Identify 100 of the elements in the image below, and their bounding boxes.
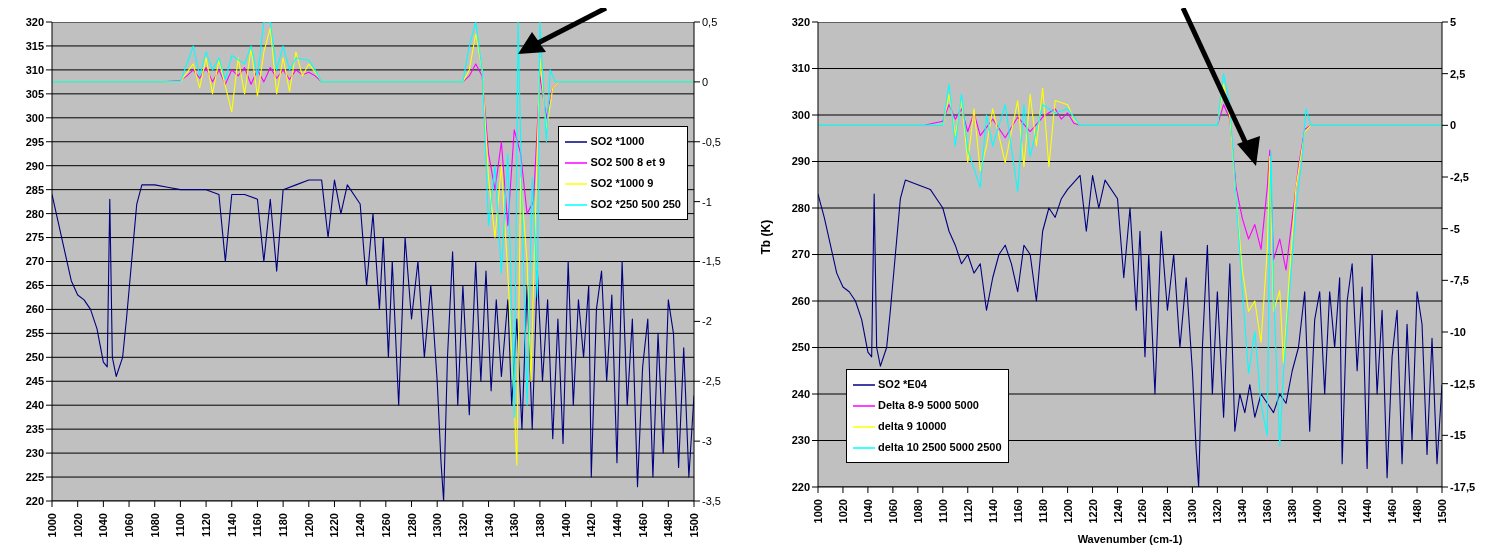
y2-tick-label: 0,5 bbox=[702, 15, 718, 28]
y-tick-label: 320 bbox=[25, 15, 44, 28]
x-tick-label: 1080 bbox=[911, 499, 924, 524]
x-tick-label: 1420 bbox=[585, 513, 598, 538]
legend-label: SO2 *1000 bbox=[590, 134, 645, 149]
y-axis-title: Tb (K) bbox=[759, 219, 774, 255]
x-tick-label: 1320 bbox=[456, 513, 469, 538]
y2-tick-label: 2,5 bbox=[1450, 67, 1466, 80]
x-tick-label: 1120 bbox=[961, 499, 974, 523]
x-tick-label: 1500 bbox=[688, 513, 700, 538]
x-tick-label: 1360 bbox=[508, 513, 521, 538]
legend-label: Delta 8-9 5000 5000 bbox=[878, 398, 979, 413]
y-tick-label: 250 bbox=[791, 341, 810, 354]
y2-tick-label: 0 bbox=[702, 75, 709, 88]
y2-tick-label: -10 bbox=[1450, 325, 1466, 338]
x-tick-label: 1500 bbox=[1436, 499, 1448, 524]
y-tick-label: 295 bbox=[25, 135, 44, 148]
x-tick-label: 1060 bbox=[123, 513, 136, 538]
legend-label: delta 10 2500 5000 2500 bbox=[878, 440, 1002, 455]
y-tick-label: 310 bbox=[25, 63, 44, 76]
x-tick-label: 1020 bbox=[71, 513, 84, 538]
y-tick-label: 285 bbox=[25, 183, 44, 196]
x-tick-label: 1480 bbox=[1411, 499, 1424, 524]
x-tick-label: 1340 bbox=[482, 513, 495, 538]
y2-tick-label: 5 bbox=[1450, 15, 1457, 28]
legend-label: SO2 500 8 et 9 bbox=[590, 155, 666, 170]
y-tick-label: 265 bbox=[25, 279, 44, 292]
x-tick-label: 1180 bbox=[1036, 499, 1049, 523]
x-axis-title: Wavenumber (cm-1) bbox=[1077, 533, 1183, 545]
x-tick-label: 1480 bbox=[662, 513, 675, 538]
y-tick-label: 260 bbox=[791, 294, 810, 307]
y2-tick-label: -5 bbox=[1450, 222, 1460, 235]
x-tick-label: 1240 bbox=[354, 513, 367, 538]
y-tick-label: 230 bbox=[791, 434, 810, 447]
legend-label: delta 9 10000 bbox=[878, 419, 947, 434]
y-tick-label: 255 bbox=[25, 327, 44, 340]
x-tick-label: 1300 bbox=[431, 513, 444, 538]
x-tick-label: 1460 bbox=[636, 513, 649, 538]
x-tick-label: 1320 bbox=[1211, 499, 1224, 524]
y2-tick-label: -0,5 bbox=[702, 135, 721, 148]
x-tick-label: 1000 bbox=[46, 513, 58, 538]
x-tick-label: 1300 bbox=[1186, 499, 1199, 524]
y-tick-label: 305 bbox=[25, 87, 44, 100]
y2-tick-label: 0 bbox=[1450, 119, 1457, 132]
y2-tick-label: -1 bbox=[702, 195, 712, 208]
y-tick-label: 240 bbox=[25, 399, 44, 412]
y-tick-label: 280 bbox=[25, 207, 44, 220]
legend-label: SO2 *250 500 250 bbox=[590, 197, 681, 212]
x-tick-label: 1460 bbox=[1386, 499, 1399, 524]
x-tick-label: 1420 bbox=[1336, 499, 1349, 524]
x-tick-label: 1220 bbox=[1086, 499, 1099, 524]
x-tick-label: 1360 bbox=[1261, 499, 1274, 524]
y-tick-label: 220 bbox=[791, 480, 810, 493]
y-tick-label: 240 bbox=[791, 387, 810, 400]
x-tick-label: 1380 bbox=[1286, 499, 1299, 524]
x-tick-label: 1160 bbox=[1011, 499, 1024, 523]
y2-tick-label: -2 bbox=[702, 315, 712, 328]
x-tick-label: 1160 bbox=[251, 513, 264, 537]
x-tick-label: 1040 bbox=[861, 499, 874, 524]
y2-tick-label: -1,5 bbox=[702, 255, 721, 268]
x-tick-label: 1440 bbox=[1361, 499, 1374, 524]
x-tick-label: 1040 bbox=[97, 513, 110, 538]
x-tick-label: 1400 bbox=[1311, 499, 1324, 524]
y2-tick-label: -3,5 bbox=[702, 494, 721, 507]
x-tick-label: 1240 bbox=[1111, 499, 1124, 524]
x-tick-label: 1200 bbox=[302, 513, 315, 538]
y2-tick-label: -17,5 bbox=[1450, 480, 1476, 493]
x-tick-label: 1280 bbox=[1161, 499, 1174, 524]
x-tick-label: 1060 bbox=[886, 499, 899, 524]
y2-tick-label: -2,5 bbox=[1450, 170, 1469, 183]
x-tick-label: 1260 bbox=[1136, 499, 1149, 524]
y-tick-label: 290 bbox=[25, 159, 44, 172]
y2-tick-label: -7,5 bbox=[1450, 274, 1469, 287]
x-tick-label: 1020 bbox=[836, 499, 849, 524]
y-tick-label: 280 bbox=[791, 201, 810, 214]
y-tick-label: 275 bbox=[25, 231, 44, 244]
y-tick-label: 225 bbox=[25, 470, 44, 483]
y-tick-label: 315 bbox=[25, 39, 44, 52]
y2-tick-label: -12,5 bbox=[1450, 377, 1476, 390]
x-tick-label: 1100 bbox=[174, 513, 187, 537]
x-tick-label: 1380 bbox=[533, 513, 546, 538]
legend-label: SO2 *1000 9 bbox=[590, 176, 654, 191]
y2-tick-label: -3 bbox=[702, 435, 712, 448]
x-tick-label: 1000 bbox=[812, 499, 824, 524]
y-tick-label: 230 bbox=[25, 447, 44, 460]
y-tick-label: 290 bbox=[791, 155, 810, 168]
y-tick-label: 220 bbox=[25, 494, 44, 507]
x-tick-label: 1120 bbox=[200, 513, 213, 537]
x-tick-label: 1280 bbox=[405, 513, 418, 538]
y2-tick-label: -15 bbox=[1450, 429, 1466, 442]
x-tick-label: 1080 bbox=[148, 513, 161, 538]
x-tick-label: 1340 bbox=[1236, 499, 1249, 524]
x-tick-label: 1180 bbox=[277, 513, 290, 537]
x-tick-label: 1140 bbox=[986, 499, 999, 523]
y-tick-label: 245 bbox=[25, 375, 44, 388]
y-tick-label: 300 bbox=[791, 108, 810, 121]
y-tick-label: 235 bbox=[25, 423, 44, 436]
y-tick-label: 270 bbox=[25, 255, 44, 268]
y2-tick-label: -2,5 bbox=[702, 375, 721, 388]
y-tick-label: 300 bbox=[25, 111, 44, 124]
